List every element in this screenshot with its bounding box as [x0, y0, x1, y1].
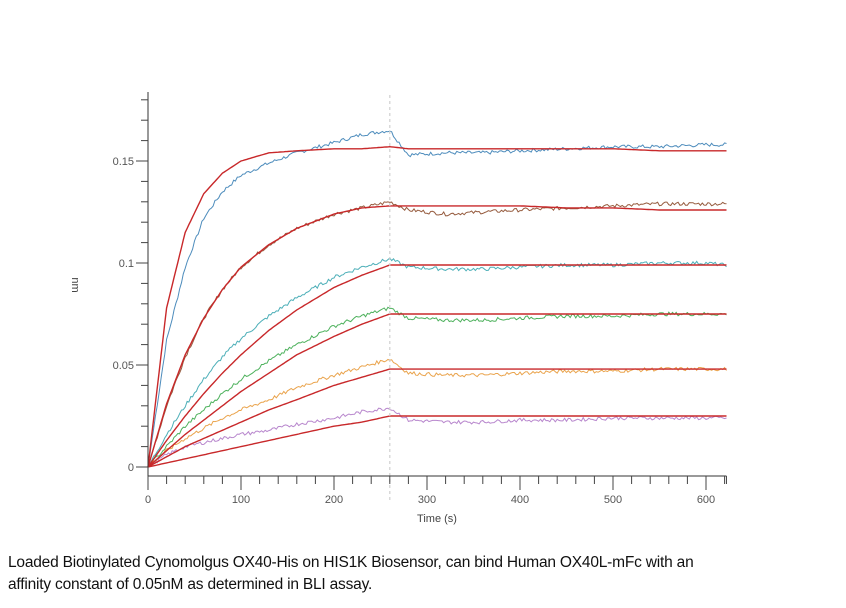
- raw-sensorgram-line: [147, 130, 727, 468]
- x-tick-label: 200: [325, 494, 343, 506]
- bli-sensorgram-chart: 0 0.05 0.1 0.15 0 100 200 300 400 500 600 nm Time …: [69, 92, 727, 525]
- fit-curve-line: [147, 368, 727, 468]
- y-tick-label: 0.15: [113, 156, 134, 168]
- x-tick-label: 100: [232, 494, 250, 506]
- fit-curve-line: [147, 205, 727, 468]
- raw-sensorgram-line: [147, 201, 727, 468]
- caption-line-2: affinity constant of 0.05nM as determine…: [8, 576, 373, 593]
- axes: 0 0.05 0.1 0.15 0 100 200 300 400 500 600: [113, 92, 727, 506]
- fit-curve-line: [147, 145, 727, 468]
- x-axis-title: Time (s): [417, 513, 457, 525]
- raw-sensorgram-line: [147, 358, 727, 468]
- x-tick-label: 0: [145, 494, 151, 506]
- x-tick-label: 300: [418, 494, 436, 506]
- fit-curve-line: [147, 264, 727, 468]
- y-axis-title: nm: [69, 277, 81, 292]
- raw-sensorgram-line: [147, 407, 727, 468]
- y-tick-label: 0: [128, 462, 134, 474]
- fit-curve-line: [147, 313, 727, 468]
- y-tick-label: 0.05: [113, 360, 134, 372]
- caption-line-1: Loaded Biotinylated Cynomolgus OX40-His …: [8, 554, 694, 571]
- x-tick-label: 400: [511, 494, 529, 506]
- plot-curves: [147, 130, 727, 468]
- x-tick-label: 500: [604, 494, 622, 506]
- figure-caption: Loaded Biotinylated Cynomolgus OX40-His …: [8, 552, 844, 596]
- y-tick-label: 0.1: [119, 258, 134, 270]
- x-tick-label: 600: [697, 494, 715, 506]
- raw-sensorgram-line: [147, 257, 727, 468]
- chart-canvas: 0 0.05 0.1 0.15 0 100 200 300 400 500 600 nm Time …: [69, 92, 727, 525]
- raw-sensorgram-line: [147, 306, 727, 468]
- fit-curve-line: [147, 415, 727, 468]
